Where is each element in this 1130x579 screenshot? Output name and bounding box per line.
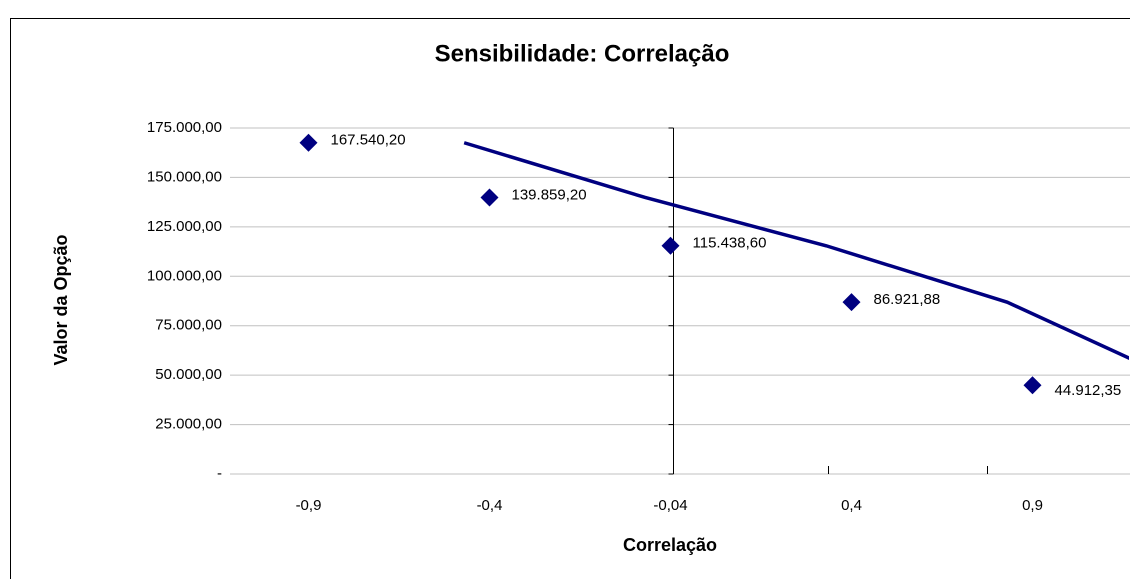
plot: 167.540,20 139.859,20 115.438,60 86.921,88 4… — [299, 132, 1129, 399]
y-tick-label: 75.000,00 — [155, 317, 222, 334]
y-tick-label: 25.000,00 — [155, 416, 222, 433]
data-label: 44.912,35 — [1055, 382, 1122, 399]
x-tick-label: -0,04 — [653, 497, 687, 514]
chart-title: Sensibilidade: Correlação — [435, 40, 730, 67]
x-tick-label: -0,4 — [477, 497, 503, 514]
marker — [1023, 376, 1042, 395]
y-tick-label: - — [217, 465, 222, 482]
marker — [480, 188, 499, 207]
marker — [299, 133, 318, 152]
data-label: 139.859,20 — [512, 186, 587, 203]
y-tick-label: 100.000,00 — [147, 267, 222, 284]
x-tick-label: 0,4 — [841, 497, 862, 514]
data-label: 115.438,60 — [693, 235, 767, 252]
y-axis-title: Valor da Opção — [51, 234, 71, 365]
y-tick-label: 50.000,00 — [155, 366, 222, 383]
line — [463, 141, 1129, 360]
x-tick-label: -0,9 — [296, 497, 322, 514]
x-tick-label: 0,9 — [1022, 497, 1043, 514]
y-tick-label: 175.000,00 — [147, 119, 222, 136]
chart-border — [10, 18, 1130, 579]
x-axis-title: Correlação — [623, 535, 717, 555]
y-tick-label: 150.000,00 — [147, 168, 222, 185]
marker — [661, 236, 680, 255]
data-label: 86.921,88 — [874, 291, 941, 308]
y-tick-label: 125.000,00 — [147, 218, 222, 235]
marker — [842, 293, 861, 312]
data-label: 167.540,20 — [331, 132, 406, 149]
